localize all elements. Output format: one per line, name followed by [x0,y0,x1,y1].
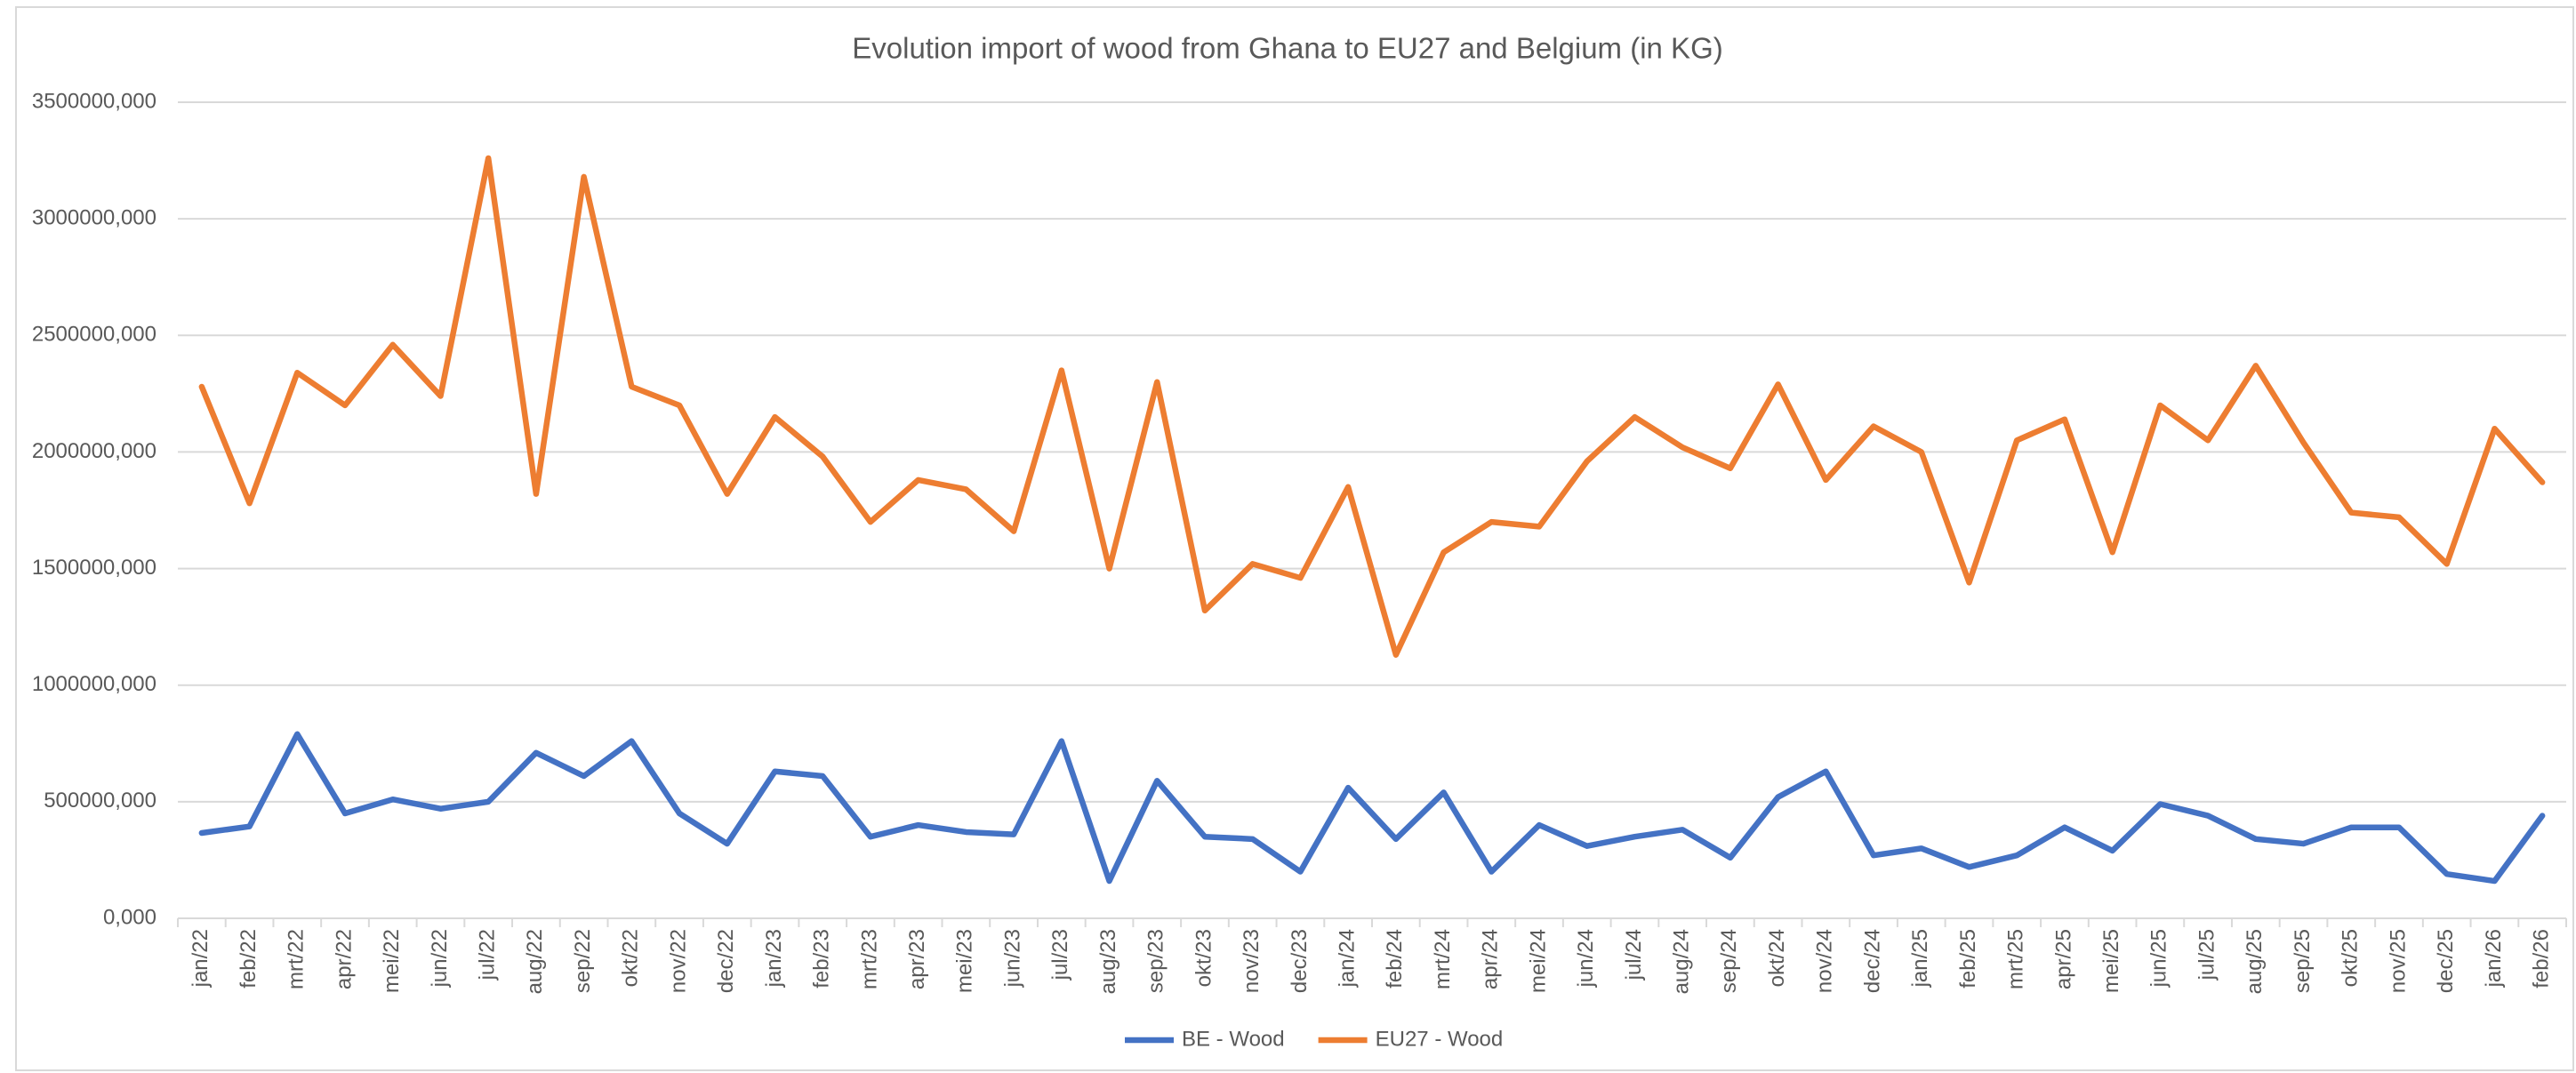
legend-label: EU27 - Wood [1376,1027,1504,1051]
x-tick-label: mei/25 [2099,929,2123,993]
x-tick-label: nov/24 [1813,929,1837,993]
x-tick-label: jan/24 [1335,929,1359,988]
x-tick-label: nov/23 [1240,929,1264,993]
y-tick-label: 1500000,000 [32,556,156,580]
y-tick-label: 1000000,000 [32,672,156,696]
x-tick-label: dec/23 [1288,929,1312,993]
x-tick-label: jul/25 [2195,929,2219,981]
x-tick-label: aug/24 [1670,929,1694,994]
x-tick-label: dec/22 [714,929,738,993]
series-line [198,731,2546,885]
x-tick-label: jan/25 [1908,929,1932,988]
x-tick-label: dec/24 [1860,929,1884,993]
chart-title: Evolution import of wood from Ghana to E… [852,32,1722,65]
x-tick-label: apr/24 [1479,929,1503,989]
x-tick-label: jun/22 [428,929,452,988]
x-tick-label: okt/23 [1192,929,1216,987]
x-tick-label: apr/23 [905,929,929,989]
y-tick-label: 500000,000 [44,789,156,813]
x-tick-label: feb/23 [810,929,834,989]
y-tick-label: 2500000,000 [32,323,156,347]
y-tick-label: 2000000,000 [32,439,156,463]
x-tick-label: jan/26 [2482,929,2506,988]
x-tick-label: jan/22 [189,929,213,988]
x-tick-label: feb/22 [237,929,261,989]
x-tick-label: mei/24 [1526,929,1550,993]
x-tick-label: sep/25 [2291,929,2315,993]
x-tick-label: mei/22 [380,929,404,993]
x-tick-label: jun/24 [1574,929,1598,988]
x-tick-label: jul/23 [1048,929,1072,981]
x-tick-label: nov/25 [2386,929,2410,993]
y-tick-label: 3500000,000 [32,89,156,113]
x-tick-label: sep/24 [1717,929,1741,993]
x-tick-label: feb/25 [1956,929,1980,989]
x-tick-label: aug/25 [2243,929,2267,994]
x-tick-label: okt/22 [619,929,643,987]
y-tick-label: 0,000 [103,905,156,929]
x-tick-label: mrt/24 [1431,929,1455,989]
y-tick-label: 3000000,000 [32,205,156,229]
x-tick-label: sep/23 [1144,929,1168,993]
x-tick-label: jun/23 [1000,929,1024,988]
x-tick-label: jun/25 [2147,929,2171,988]
x-tick-label: apr/25 [2051,929,2075,989]
x-tick-label: dec/25 [2434,929,2458,993]
x-tick-label: feb/26 [2529,929,2553,989]
x-tick-label: feb/24 [1383,929,1407,989]
x-tick-label: okt/25 [2339,929,2363,987]
x-tick-label: nov/22 [666,929,690,993]
x-tick-label: jan/23 [762,929,786,988]
legend-label: BE - Wood [1182,1027,1285,1051]
x-tick-label: sep/22 [571,929,595,993]
x-tick-label: mei/23 [953,929,977,993]
chart-frame [15,6,2574,1071]
x-tick-label: jul/24 [1622,929,1646,981]
x-tick-label: mrt/25 [2004,929,2028,989]
series-line [198,155,2546,658]
x-tick-label: mrt/23 [857,929,881,989]
x-tick-label: aug/22 [523,929,547,994]
x-tick-label: aug/23 [1096,929,1120,994]
x-tick-label: okt/24 [1765,929,1789,987]
x-tick-label: jul/22 [476,929,500,981]
x-tick-label: apr/22 [332,929,356,989]
x-tick-label: mrt/22 [285,929,309,989]
